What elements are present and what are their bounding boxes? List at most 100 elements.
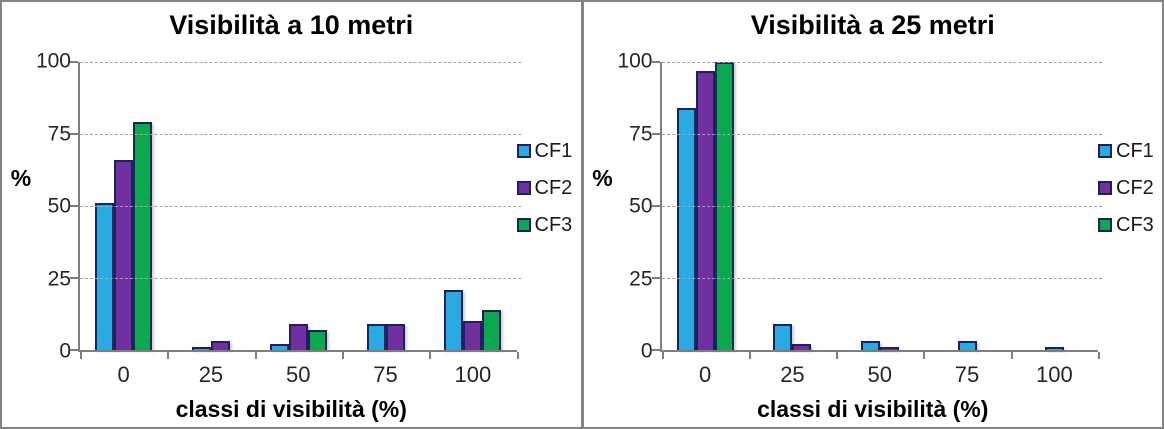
legend-swatch-cf1-icon bbox=[1098, 144, 1112, 158]
y-tick-mark-0 bbox=[70, 349, 78, 351]
x-tick-label-0: 0 bbox=[117, 362, 130, 387]
x-tick-label-100: 100 bbox=[454, 362, 492, 387]
x-tick-label-75: 75 bbox=[373, 362, 398, 387]
bar-group-25 bbox=[167, 62, 254, 350]
legend-label: CF2 bbox=[1116, 176, 1154, 199]
bar-cf2-0 bbox=[114, 159, 134, 350]
bar-cf1-0 bbox=[676, 108, 696, 350]
bar-group-25 bbox=[749, 62, 836, 350]
gridline-25 bbox=[80, 278, 521, 279]
x-tick-mark-1 bbox=[748, 352, 751, 359]
bar-group-100 bbox=[1011, 62, 1098, 350]
legend-swatch-cf2-icon bbox=[1098, 181, 1112, 195]
y-tick-mark-50 bbox=[651, 205, 660, 207]
bar-cf1-25 bbox=[191, 347, 211, 350]
y-tick-label-25: 25 bbox=[47, 267, 71, 291]
bar-cf1-50 bbox=[269, 344, 289, 350]
chart-title: Visibilità a 25 metri bbox=[750, 10, 995, 40]
bar-groups bbox=[80, 62, 517, 350]
x-axis-label: classi di visibilità (%) bbox=[175, 396, 407, 422]
bar-cf2-25 bbox=[792, 344, 812, 350]
bar-group-0 bbox=[80, 62, 167, 350]
bar-cf2-50 bbox=[879, 347, 899, 350]
plot-area: 0 25 50 75 100 bbox=[70, 61, 521, 387]
bar-cf3-0 bbox=[133, 122, 153, 350]
x-tick-mark-5 bbox=[1098, 352, 1100, 359]
legend-item-cf3: CF3 bbox=[1098, 214, 1162, 237]
legend-item-cf3: CF3 bbox=[516, 213, 581, 237]
x-tick-mark-4 bbox=[1010, 352, 1013, 359]
gridline-50 bbox=[661, 206, 1102, 207]
y-tick-label-100: 100 bbox=[35, 49, 71, 73]
y-tick-label-75: 75 bbox=[629, 122, 653, 146]
x-tick-label-50: 50 bbox=[286, 362, 311, 387]
x-tick-mark-2 bbox=[254, 352, 257, 359]
y-tick-label-50: 50 bbox=[47, 194, 71, 218]
gridline-75 bbox=[80, 134, 521, 135]
chart-main: % 100 75 50 25 0 0 25 50 75 100 CF1 CF2 CF3 bbox=[584, 48, 1163, 387]
y-tick-mark-75 bbox=[651, 133, 660, 135]
legend-item-cf1: CF1 bbox=[1098, 140, 1162, 163]
chart-panel-visibilita-25m: Visibilità a 25 metri % 100 75 50 25 0 0 25 50… bbox=[580, 2, 1163, 427]
y-tick-label-50: 50 bbox=[629, 194, 653, 218]
gridline-50 bbox=[80, 206, 521, 207]
bar-group-75 bbox=[342, 62, 429, 350]
bar-cf2-100 bbox=[463, 321, 483, 350]
bar-cf1-0 bbox=[95, 203, 115, 350]
legend-item-cf2: CF2 bbox=[1098, 177, 1162, 200]
y-axis-ticks: 100 75 50 25 0 bbox=[36, 50, 78, 363]
x-tick-label-50: 50 bbox=[867, 362, 892, 387]
gridline-75 bbox=[661, 134, 1102, 135]
bar-group-50 bbox=[836, 62, 923, 350]
bar-cf3-50 bbox=[307, 329, 327, 350]
chart-main: % 100 75 50 25 0 0 25 50 75 100 CF1 CF2 CF3 bbox=[2, 48, 581, 387]
legend-label: CF1 bbox=[534, 139, 573, 162]
y-tick-mark-50 bbox=[70, 205, 78, 207]
bar-cf2-50 bbox=[288, 324, 308, 350]
chart-title: Visibilità a 10 metri bbox=[169, 10, 414, 40]
x-tick-label-75: 75 bbox=[954, 362, 980, 387]
bar-group-100 bbox=[429, 62, 516, 350]
legend-label: CF3 bbox=[534, 213, 573, 236]
y-tick-mark-100 bbox=[651, 61, 660, 63]
bar-cf1-75 bbox=[366, 324, 386, 350]
y-tick-label-75: 75 bbox=[47, 122, 71, 146]
bar-cf1-100 bbox=[444, 289, 464, 350]
legend-label: CF1 bbox=[1116, 139, 1154, 162]
y-tick-label-100: 100 bbox=[617, 49, 653, 73]
bar-cf1-50 bbox=[860, 341, 880, 350]
y-tick-label-0: 0 bbox=[59, 339, 71, 363]
gridline-100 bbox=[80, 62, 521, 63]
x-tick-mark-1 bbox=[167, 352, 170, 359]
y-tick-label-0: 0 bbox=[640, 339, 653, 363]
x-tick-label-25: 25 bbox=[780, 362, 805, 387]
y-tick-mark-100 bbox=[70, 61, 78, 63]
x-tick-mark-3 bbox=[923, 352, 926, 359]
legend-swatch-cf2-icon bbox=[516, 181, 531, 195]
x-tick-mark-0 bbox=[80, 352, 82, 359]
x-tick-mark-3 bbox=[341, 352, 344, 359]
legend-swatch-cf3-icon bbox=[1098, 218, 1112, 232]
bar-cf3-100 bbox=[482, 309, 502, 350]
bar-cf1-25 bbox=[773, 324, 793, 350]
y-axis-label: % bbox=[10, 164, 32, 191]
legend-swatch-cf1-icon bbox=[516, 144, 531, 158]
y-axis-label: % bbox=[592, 164, 613, 191]
x-axis-label: classi di visibilità (%) bbox=[757, 396, 989, 422]
bar-cf1-100 bbox=[1044, 347, 1064, 350]
x-tick-label-100: 100 bbox=[1035, 362, 1073, 387]
plot-area: 0 25 50 75 100 bbox=[651, 61, 1102, 387]
x-tick-label-25: 25 bbox=[198, 362, 224, 387]
bar-cf1-75 bbox=[957, 341, 977, 350]
y-tick-mark-25 bbox=[651, 277, 660, 279]
bar-group-50 bbox=[255, 62, 342, 350]
gridline-25 bbox=[661, 278, 1102, 279]
bar-cf2-0 bbox=[695, 70, 715, 350]
x-tick-mark-2 bbox=[836, 352, 839, 359]
x-tick-mark-4 bbox=[429, 352, 432, 359]
legend: CF1 CF2 CF3 bbox=[516, 48, 581, 354]
y-tick-mark-0 bbox=[651, 349, 660, 351]
legend-label: CF3 bbox=[1116, 213, 1154, 236]
bar-group-75 bbox=[923, 62, 1010, 350]
